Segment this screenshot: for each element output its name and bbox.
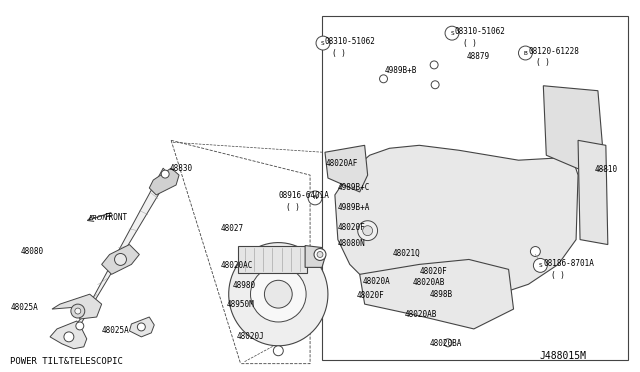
Circle shape [518,46,532,60]
Text: 48025A: 48025A [10,302,38,312]
Text: S: S [538,263,542,268]
Text: ( ): ( ) [551,271,565,280]
Text: S: S [450,31,454,36]
Text: 4989B+C: 4989B+C [338,183,371,192]
Text: ( ): ( ) [536,58,550,67]
Text: 48080N: 48080N [338,239,365,248]
Text: 48020AB: 48020AB [412,278,445,287]
Polygon shape [237,246,307,273]
Circle shape [273,346,284,356]
Text: 08310-51062: 08310-51062 [455,27,506,36]
Bar [322,16,628,359]
Text: 48021Q: 48021Q [392,249,420,258]
Text: 48020AC: 48020AC [221,261,253,270]
Polygon shape [360,259,513,329]
Text: 4989B+A: 4989B+A [338,203,371,212]
Polygon shape [52,294,102,319]
Text: J488015M: J488015M [539,351,586,361]
Circle shape [431,81,439,89]
Text: POWER TILT&TELESCOPIC: POWER TILT&TELESCOPIC [10,357,124,366]
Circle shape [250,266,306,322]
Circle shape [264,280,292,308]
Text: FRONT: FRONT [104,213,128,222]
Text: ( ): ( ) [463,39,477,48]
Text: 08916-6401A: 08916-6401A [278,192,329,201]
Polygon shape [305,246,325,267]
Polygon shape [325,145,367,192]
Circle shape [430,61,438,69]
Text: 48020F: 48020F [338,223,365,232]
Polygon shape [149,168,179,195]
Text: 48020F: 48020F [419,267,447,276]
Text: S: S [321,41,325,46]
Text: FRONT: FRONT [89,215,113,221]
Text: 4989B+B: 4989B+B [385,66,417,76]
Text: N: N [313,195,317,201]
Text: 48020AF: 48020AF [326,159,358,168]
Circle shape [308,191,322,205]
Circle shape [445,26,459,40]
Polygon shape [578,140,608,244]
Polygon shape [543,86,603,175]
Circle shape [64,332,74,342]
Circle shape [358,221,378,241]
Text: 48080: 48080 [20,247,44,256]
Polygon shape [228,243,328,346]
Text: 48980: 48980 [233,281,256,290]
Circle shape [380,75,387,83]
Circle shape [161,170,169,178]
Circle shape [314,248,326,260]
Circle shape [533,259,547,272]
Text: 48830: 48830 [169,164,192,173]
Text: 48879: 48879 [467,52,490,61]
Text: 48027: 48027 [221,224,244,233]
Text: 08310-51062: 08310-51062 [325,36,376,46]
Circle shape [317,251,323,257]
Text: 4898B: 4898B [429,290,452,299]
Circle shape [363,226,372,235]
Text: 08120-61228: 08120-61228 [529,46,579,55]
Text: 48020J: 48020J [237,332,264,341]
Text: ( ): ( ) [332,48,346,58]
Text: 48025A: 48025A [102,326,129,336]
Text: B: B [524,51,527,55]
Polygon shape [72,168,171,339]
Text: 48020A: 48020A [363,277,390,286]
Text: ( ): ( ) [286,203,300,212]
Circle shape [138,323,145,331]
Polygon shape [50,321,87,349]
Circle shape [115,253,127,265]
Text: 08186-8701A: 08186-8701A [543,259,594,268]
Text: 48020AB: 48020AB [404,310,436,318]
Text: 48810: 48810 [595,165,618,174]
Text: 48020BA: 48020BA [429,339,461,348]
Circle shape [531,247,540,256]
Circle shape [444,339,452,347]
Text: 48020F: 48020F [356,291,385,300]
Circle shape [316,36,330,50]
Polygon shape [335,145,578,294]
Polygon shape [129,317,154,337]
Polygon shape [102,244,140,274]
Circle shape [71,304,84,318]
Circle shape [75,308,81,314]
Text: 48950M: 48950M [227,299,255,309]
Circle shape [76,322,84,330]
